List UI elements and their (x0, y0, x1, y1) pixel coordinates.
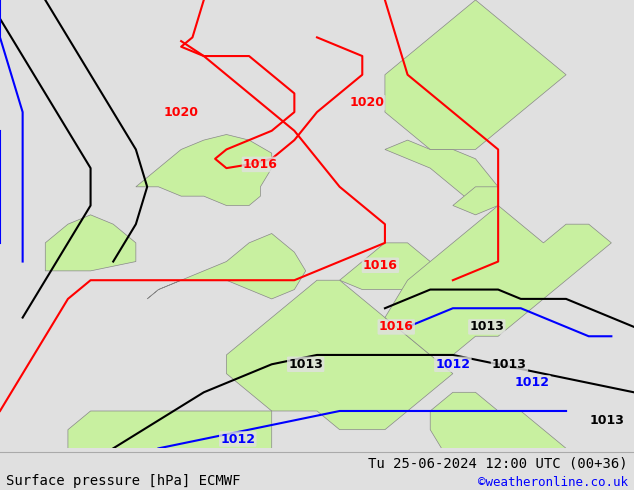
Text: Surface pressure [hPa] ECMWF: Surface pressure [hPa] ECMWF (6, 473, 241, 488)
Polygon shape (226, 280, 453, 430)
Polygon shape (340, 243, 430, 290)
Text: 1020: 1020 (164, 105, 198, 119)
Text: 1013: 1013 (590, 414, 624, 427)
Text: 1016: 1016 (363, 259, 398, 272)
Polygon shape (453, 187, 498, 215)
Polygon shape (385, 205, 611, 355)
Text: 1012: 1012 (436, 358, 470, 371)
Text: 1013: 1013 (288, 358, 323, 371)
Polygon shape (45, 215, 136, 271)
Polygon shape (147, 234, 306, 299)
Text: 1012: 1012 (220, 433, 256, 445)
Polygon shape (136, 135, 272, 205)
Text: 1012: 1012 (515, 376, 550, 390)
Polygon shape (385, 0, 566, 149)
Text: 1016: 1016 (243, 158, 278, 171)
Text: Tu 25-06-2024 12:00 UTC (00+36): Tu 25-06-2024 12:00 UTC (00+36) (368, 456, 628, 470)
Text: 1013: 1013 (492, 358, 527, 371)
Text: 1020: 1020 (349, 96, 384, 109)
Polygon shape (68, 411, 340, 490)
Text: 1013: 1013 (469, 320, 504, 333)
Polygon shape (385, 140, 498, 205)
Polygon shape (430, 392, 634, 490)
Text: ©weatheronline.co.uk: ©weatheronline.co.uk (477, 476, 628, 489)
Text: 1016: 1016 (378, 320, 414, 333)
